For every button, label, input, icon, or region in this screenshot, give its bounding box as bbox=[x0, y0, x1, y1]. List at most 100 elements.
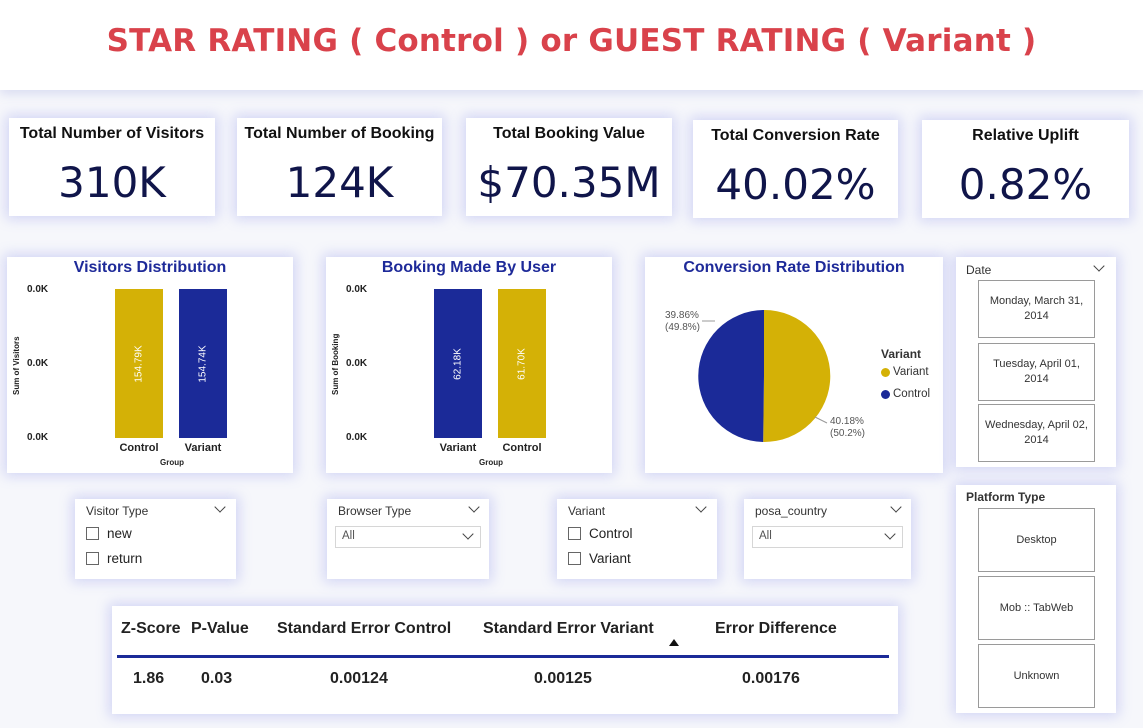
chevron-down-icon bbox=[462, 528, 474, 540]
checkbox[interactable] bbox=[86, 527, 99, 540]
chevron-down-icon[interactable] bbox=[214, 501, 226, 513]
date-tile[interactable]: Wednesday, April 02, 2014 bbox=[978, 404, 1095, 462]
kpi-card-conversion-rate: Total Conversion Rate 40.02% bbox=[693, 120, 898, 218]
bar-control[interactable]: 61.70K bbox=[498, 289, 546, 438]
column-header-error-difference[interactable]: Error Difference bbox=[715, 620, 837, 637]
checkbox-option-new[interactable]: new bbox=[86, 526, 132, 541]
date-slicer[interactable]: Date Monday, March 31, 2014 Tuesday, Apr… bbox=[956, 257, 1116, 467]
chevron-down-icon[interactable] bbox=[1093, 260, 1105, 272]
kpi-card-visitors: Total Number of Visitors 310K bbox=[9, 118, 215, 216]
y-tick: 0.0K bbox=[27, 432, 49, 443]
slicer-title: Variant bbox=[568, 504, 606, 518]
column-header-se-variant[interactable]: Standard Error Variant bbox=[483, 620, 654, 637]
column-header-se-control[interactable]: Standard Error Control bbox=[277, 620, 452, 637]
x-category-label: Variant bbox=[184, 442, 222, 454]
kpi-value: 310K bbox=[58, 158, 166, 207]
visitors-distribution-chart[interactable]: Visitors Distribution 0.0K 0.0K 0.0K Sum… bbox=[7, 257, 293, 473]
checkbox-option-variant[interactable]: Variant bbox=[568, 551, 631, 566]
legend-dot bbox=[881, 367, 890, 377]
slicer-title: Platform Type bbox=[966, 490, 1046, 504]
x-category-label: Control bbox=[119, 442, 159, 454]
stats-table: Z-Score P-Value Standard Error Control S… bbox=[112, 606, 898, 714]
slicer-title: Date bbox=[966, 263, 992, 277]
legend-dot bbox=[881, 389, 890, 399]
pie-slice-variant[interactable] bbox=[763, 309, 831, 442]
column-header-z-score[interactable]: Z-Score bbox=[121, 620, 181, 637]
checkbox[interactable] bbox=[568, 552, 581, 565]
posa-country-dropdown[interactable]: All bbox=[752, 526, 903, 548]
platform-tile[interactable]: Unknown bbox=[978, 644, 1095, 708]
kpi-value: $70.35M bbox=[477, 158, 661, 207]
platform-type-slicer[interactable]: Platform Type Desktop Mob :: TabWeb Unkn… bbox=[956, 485, 1116, 713]
kpi-label: Total Conversion Rate bbox=[711, 127, 880, 144]
legend-item-variant[interactable]: Variant bbox=[881, 366, 929, 378]
chart-title: Booking Made By User bbox=[381, 259, 557, 276]
kpi-card-bookings: Total Number of Booking 124K bbox=[237, 118, 442, 216]
chevron-down-icon bbox=[884, 528, 896, 540]
bar-data-label: 154.74K bbox=[197, 344, 209, 383]
cell-error-difference: 0.00176 bbox=[742, 670, 800, 687]
kpi-label: Relative Uplift bbox=[972, 127, 1079, 144]
column-header-p-value[interactable]: P-Value bbox=[191, 620, 249, 637]
sort-ascending-icon[interactable] bbox=[669, 639, 679, 646]
legend-item-control[interactable]: Control bbox=[881, 388, 930, 400]
browser-type-dropdown[interactable]: All bbox=[335, 526, 481, 548]
legend-label: Control bbox=[893, 388, 931, 400]
date-tile[interactable]: Tuesday, April 01, 2014 bbox=[978, 343, 1095, 401]
bar-data-label: 61.70K bbox=[516, 347, 528, 380]
cell-se-control: 0.00124 bbox=[330, 670, 388, 687]
dashboard-header: STAR RATING ( Control ) or GUEST RATING … bbox=[0, 0, 1143, 90]
y-tick: 0.0K bbox=[346, 358, 368, 369]
pie-slice-control[interactable] bbox=[698, 310, 764, 442]
page-title: STAR RATING ( Control ) or GUEST RATING … bbox=[106, 23, 1037, 59]
y-tick: 0.0K bbox=[346, 432, 368, 443]
cell-se-variant: 0.00125 bbox=[534, 670, 592, 687]
dropdown-value: All bbox=[759, 530, 772, 542]
chevron-down-icon[interactable] bbox=[695, 501, 707, 513]
date-tile[interactable]: Monday, March 31, 2014 bbox=[978, 280, 1095, 338]
slicer-title: Browser Type bbox=[338, 504, 412, 518]
kpi-value: 0.82% bbox=[958, 160, 1093, 209]
bar-variant[interactable]: 154.74K bbox=[179, 289, 227, 438]
kpi-value: 40.02% bbox=[715, 160, 876, 209]
leader-line bbox=[814, 416, 828, 424]
x-category-label: Variant bbox=[439, 442, 477, 454]
booking-by-user-chart[interactable]: Booking Made By User 0.0K 0.0K 0.0K Sum … bbox=[326, 257, 612, 473]
pie-value-label: 39.86% bbox=[665, 310, 699, 321]
x-category-label: Control bbox=[502, 442, 542, 454]
pie-share-label: (50.2%) bbox=[830, 428, 866, 439]
visitor-type-slicer[interactable]: Visitor Type new return bbox=[75, 499, 236, 579]
kpi-label: Total Number of Booking bbox=[244, 125, 435, 142]
kpi-card-booking-value: Total Booking Value $70.35M bbox=[466, 118, 672, 216]
cell-z-score: 1.86 bbox=[133, 670, 165, 687]
option-label: Control bbox=[589, 526, 633, 541]
platform-tile[interactable]: Mob :: TabWeb bbox=[978, 576, 1095, 640]
legend-label: Variant bbox=[893, 366, 929, 378]
browser-type-slicer[interactable]: Browser Type All bbox=[327, 499, 489, 579]
dropdown-value: All bbox=[342, 530, 355, 542]
checkbox[interactable] bbox=[568, 527, 581, 540]
header-divider bbox=[117, 655, 889, 658]
pie-svg bbox=[698, 309, 831, 442]
checkbox-option-control[interactable]: Control bbox=[568, 526, 633, 541]
bar-control[interactable]: 154.79K bbox=[115, 289, 163, 438]
chevron-down-icon[interactable] bbox=[468, 501, 480, 513]
bar-variant[interactable]: 62.18K bbox=[434, 289, 482, 438]
variant-slicer[interactable]: Variant Control Variant bbox=[557, 499, 717, 579]
chart-title: Conversion Rate Distribution bbox=[683, 259, 905, 276]
slicer-title: posa_country bbox=[755, 504, 828, 518]
conversion-rate-pie-chart[interactable]: Conversion Rate Distribution 39.86% (49.… bbox=[645, 257, 943, 473]
checkbox[interactable] bbox=[86, 552, 99, 565]
pie-label-variant: 40.18% (50.2%) bbox=[830, 416, 865, 440]
chevron-down-icon[interactable] bbox=[890, 501, 902, 513]
kpi-label: Total Number of Visitors bbox=[19, 125, 205, 142]
platform-tile[interactable]: Desktop bbox=[978, 508, 1095, 572]
y-tick: 0.0K bbox=[346, 284, 368, 295]
y-axis-label: Sum of Visitors bbox=[12, 336, 21, 395]
posa-country-slicer[interactable]: posa_country All bbox=[744, 499, 911, 579]
checkbox-option-return[interactable]: return bbox=[86, 551, 142, 566]
option-label: Variant bbox=[589, 551, 631, 566]
cell-p-value: 0.03 bbox=[201, 670, 233, 687]
slicer-title: Visitor Type bbox=[86, 504, 149, 518]
kpi-value: 124K bbox=[285, 158, 394, 207]
